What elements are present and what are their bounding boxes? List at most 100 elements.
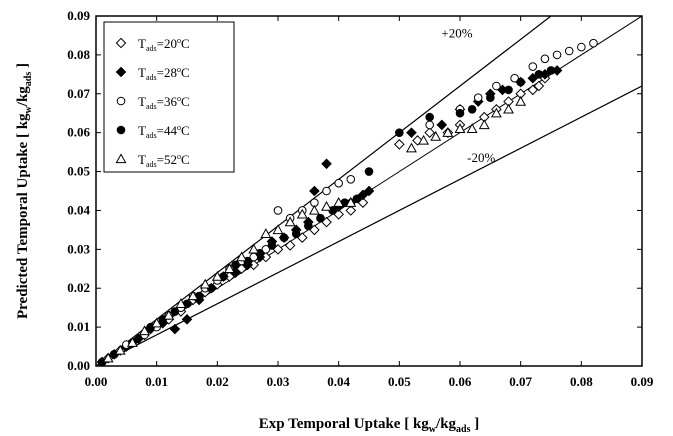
x-axis-title: Exp Temporal Uptake [ kgw/kgads ]: [259, 416, 480, 435]
data-point-series-1: [284, 240, 296, 251]
data-point-series-4: [467, 105, 477, 114]
x-tick-label: 0.05: [388, 374, 411, 389]
data-point-series-5: [248, 243, 260, 254]
data-point-series-1: [424, 127, 435, 138]
y-tick-label: 0.01: [67, 319, 90, 334]
data-point-series-3: [273, 206, 283, 215]
data-point-series-4: [455, 108, 465, 118]
y-tick-label: 0.05: [67, 164, 90, 179]
data-point-series-5: [321, 200, 332, 211]
data-point-series-4: [267, 241, 277, 250]
data-points: [96, 38, 598, 366]
data-point-series-3: [346, 175, 356, 184]
legend-marker: [115, 37, 127, 49]
data-point-series-5: [308, 204, 320, 215]
reference-line-label: +20%: [441, 25, 472, 40]
data-point-series-3: [540, 54, 550, 64]
data-point-series-5: [175, 298, 187, 308]
y-axis: 0.00 0.01 0.02 0.03 0.04 0.05 0.06 0.07 0.08 0.09: [67, 8, 642, 373]
data-point-series-5: [454, 123, 466, 133]
data-point-series-5: [284, 216, 296, 227]
data-point-series-5: [345, 197, 357, 207]
data-point-series-5: [430, 130, 442, 141]
data-point-series-2: [436, 119, 448, 131]
data-point-series-4: [170, 307, 180, 316]
data-point-series-4: [395, 128, 404, 137]
data-point-series-1: [527, 84, 539, 96]
x-tick-label: 0.03: [267, 374, 290, 389]
data-point-series-3: [564, 46, 574, 56]
data-point-series-5: [102, 352, 114, 363]
x-tick-label: 0.01: [145, 374, 168, 389]
x-tick-label: 0.09: [631, 374, 654, 389]
data-point-series-4: [516, 77, 525, 87]
x-tick-label: 0.00: [85, 374, 108, 389]
y-tick-label: 0.09: [67, 8, 90, 23]
data-point-series-4: [352, 194, 362, 204]
y-tick-label: 0.07: [67, 86, 90, 101]
data-point-series-5: [418, 134, 430, 145]
data-point-series-4: [291, 229, 301, 239]
data-point-series-2: [181, 314, 193, 325]
x-tick-label: 0.08: [570, 374, 593, 389]
data-point-series-3: [473, 93, 483, 102]
data-point-series-5: [199, 278, 211, 289]
y-tick-label: 0.08: [67, 47, 90, 62]
data-point-series-2: [309, 185, 320, 197]
data-point-series-4: [534, 70, 544, 79]
data-point-series-4: [504, 85, 513, 95]
data-point-series-1: [345, 205, 357, 216]
data-point-series-5: [236, 251, 248, 262]
x-tick-label: 0.07: [509, 374, 532, 389]
data-point-series-3: [577, 42, 586, 52]
data-point-series-4: [279, 233, 289, 242]
data-point-series-5: [187, 290, 199, 301]
data-point-series-4: [316, 213, 325, 223]
legend-label: Tads=36oC: [138, 94, 190, 111]
y-tick-label: 0.03: [67, 241, 90, 256]
data-point-series-1: [533, 80, 545, 92]
legend-label: Tads=52oC: [138, 152, 190, 169]
data-point-series-5: [126, 337, 138, 347]
data-point-series-5: [151, 317, 163, 328]
data-point-series-4: [364, 167, 374, 176]
legend-label: Tads=20oC: [138, 36, 190, 53]
data-point-series-5: [224, 263, 235, 273]
data-point-series-5: [296, 208, 308, 219]
data-point-series-3: [334, 178, 343, 188]
legend-box: [103, 21, 235, 173]
x-axis: 0.00 0.01 0.02 0.03 0.04 0.05 0.06 0.07 0.08 0.09: [85, 16, 654, 389]
data-point-series-3: [510, 73, 519, 83]
data-point-series-5: [211, 270, 223, 281]
data-point-series-5: [163, 309, 175, 320]
annotations: +20% -20%: [441, 25, 495, 164]
data-point-series-5: [114, 344, 126, 355]
plot-frame: [95, 15, 643, 367]
data-point-series-3: [261, 245, 271, 254]
data-point-series-5: [466, 123, 478, 133]
y-axis-title: Predicted Temporal Uptake [ kgw/kgads ]: [15, 63, 34, 319]
data-point-series-1: [394, 139, 405, 150]
data-point-series-3: [425, 120, 434, 130]
data-point-series-2: [363, 185, 375, 197]
data-point-series-5: [333, 197, 345, 207]
legend-marker: [115, 66, 127, 78]
data-point-series-4: [546, 66, 556, 75]
data-point-series-2: [169, 323, 181, 335]
legend-label: Tads=28oC: [138, 65, 190, 82]
data-point-series-3: [492, 81, 501, 91]
data-point-series-5: [478, 119, 490, 130]
data-point-series-4: [486, 93, 495, 102]
legend: Tads=20oC Tads=28oC Tads=36oC Tads=44oC Tads…: [103, 21, 235, 173]
data-point-series-3: [528, 62, 538, 71]
y-tick-label: 0.04: [67, 202, 90, 217]
data-point-series-2: [406, 127, 417, 138]
legend-marker: [116, 96, 126, 106]
data-point-series-5: [503, 103, 514, 114]
data-point-series-4: [304, 221, 313, 231]
data-point-series-5: [515, 95, 527, 106]
data-point-series-5: [490, 107, 502, 118]
data-point-series-5: [442, 127, 454, 137]
reference-line-label: -20%: [467, 150, 495, 165]
